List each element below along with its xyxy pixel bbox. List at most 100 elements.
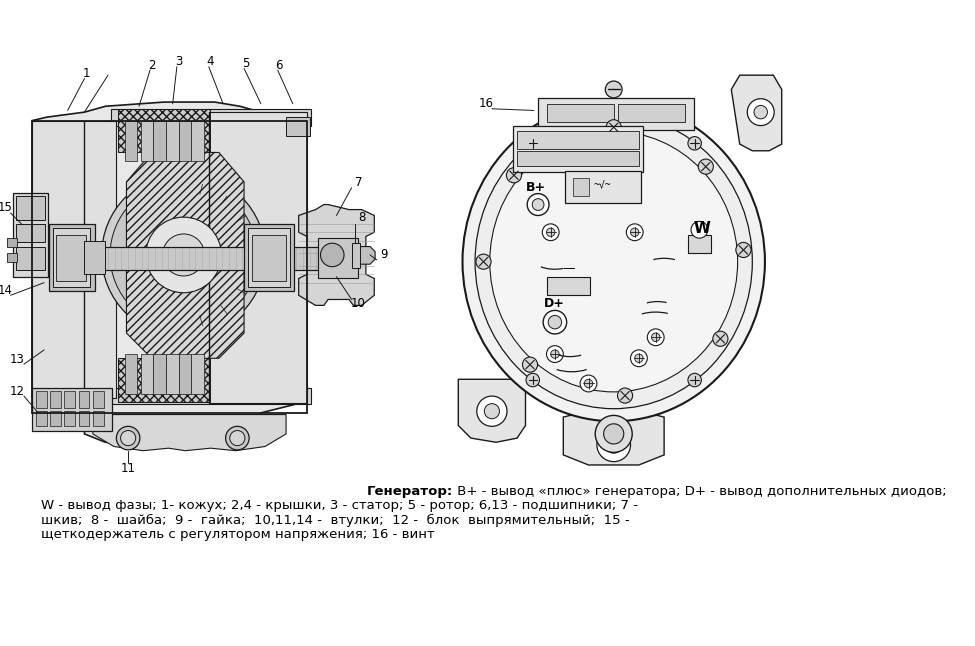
Ellipse shape — [121, 430, 136, 446]
Bar — [547, 276, 590, 295]
Text: 15: 15 — [0, 202, 13, 214]
Text: щеткодержатель с регулятором напряжения; 16 - винт: щеткодержатель с регулятором напряжения;… — [41, 528, 435, 541]
Bar — [191, 121, 204, 161]
Bar — [79, 391, 90, 408]
Bar — [111, 388, 311, 404]
Circle shape — [526, 373, 539, 387]
Bar — [178, 121, 191, 161]
Polygon shape — [127, 152, 244, 359]
Ellipse shape — [101, 173, 265, 337]
Bar — [85, 241, 105, 275]
Bar — [79, 412, 90, 426]
Bar — [153, 121, 166, 161]
Bar — [50, 412, 60, 426]
Bar — [93, 391, 103, 408]
Bar — [111, 109, 311, 125]
Polygon shape — [93, 415, 286, 451]
Text: 5: 5 — [242, 57, 250, 70]
Text: B+: B+ — [526, 182, 546, 194]
Text: 10: 10 — [351, 297, 366, 310]
Text: 14: 14 — [0, 284, 13, 297]
Text: —: — — [563, 262, 574, 275]
Circle shape — [476, 254, 491, 269]
Bar — [17, 247, 45, 270]
Text: W - вывод фазы; 1- кожух; 2,4 - крышки, 3 - статор; 5 - ротор; 6,13 - подшипники: W - вывод фазы; 1- кожух; 2,4 - крышки, … — [41, 499, 638, 512]
Bar — [49, 224, 96, 291]
Circle shape — [597, 428, 631, 462]
Circle shape — [551, 350, 559, 359]
Bar — [618, 104, 685, 122]
Circle shape — [698, 159, 714, 174]
Bar — [244, 224, 294, 291]
Circle shape — [584, 379, 593, 388]
Bar — [513, 125, 644, 172]
Circle shape — [477, 396, 507, 426]
Bar — [32, 388, 112, 432]
Bar — [17, 196, 45, 220]
Circle shape — [532, 199, 544, 211]
Circle shape — [580, 375, 597, 392]
Text: 1: 1 — [82, 67, 90, 80]
Bar — [352, 243, 360, 268]
Text: 9: 9 — [380, 249, 387, 262]
Bar — [17, 224, 45, 242]
Bar — [438, 60, 807, 463]
Bar — [517, 130, 639, 149]
Bar — [16, 72, 398, 455]
Bar — [538, 98, 693, 130]
Ellipse shape — [462, 102, 765, 421]
Bar — [30, 247, 358, 270]
Bar — [36, 391, 47, 408]
Text: 3: 3 — [175, 55, 182, 68]
Polygon shape — [32, 102, 307, 443]
Circle shape — [635, 354, 644, 362]
Text: ~√~: ~√~ — [594, 180, 611, 189]
Circle shape — [547, 346, 564, 362]
Text: 7: 7 — [355, 176, 362, 189]
Bar — [64, 412, 75, 426]
Bar — [517, 151, 639, 166]
Bar — [36, 412, 47, 426]
Ellipse shape — [116, 426, 139, 450]
Text: 6: 6 — [276, 59, 283, 72]
Bar — [125, 354, 137, 395]
Ellipse shape — [475, 114, 753, 409]
Bar — [178, 354, 191, 395]
Bar — [153, 354, 166, 395]
Bar — [249, 228, 291, 287]
Bar — [140, 121, 153, 161]
Circle shape — [595, 415, 632, 452]
Bar — [56, 234, 86, 281]
Circle shape — [526, 136, 539, 150]
Text: 2: 2 — [148, 59, 155, 72]
Bar — [64, 391, 75, 408]
Polygon shape — [298, 205, 374, 306]
Text: 13: 13 — [10, 353, 24, 366]
Circle shape — [754, 105, 767, 119]
Bar — [166, 354, 178, 395]
Ellipse shape — [225, 426, 249, 450]
Bar — [191, 354, 204, 395]
Bar — [318, 238, 359, 278]
Circle shape — [523, 357, 537, 372]
Text: 11: 11 — [121, 462, 136, 475]
Bar — [286, 117, 310, 136]
Bar — [32, 121, 307, 413]
Ellipse shape — [146, 217, 221, 293]
Text: W: W — [693, 220, 711, 236]
Circle shape — [548, 315, 562, 329]
Circle shape — [631, 350, 647, 367]
Bar — [565, 171, 641, 203]
Circle shape — [688, 136, 701, 150]
Bar — [166, 121, 178, 161]
Circle shape — [631, 228, 639, 236]
Circle shape — [605, 437, 622, 453]
Bar — [93, 412, 103, 426]
Circle shape — [542, 224, 559, 241]
Bar — [118, 109, 211, 152]
Circle shape — [626, 224, 644, 241]
Text: 16: 16 — [479, 98, 493, 110]
Circle shape — [747, 99, 774, 125]
Bar — [32, 121, 116, 398]
Bar — [125, 121, 137, 161]
